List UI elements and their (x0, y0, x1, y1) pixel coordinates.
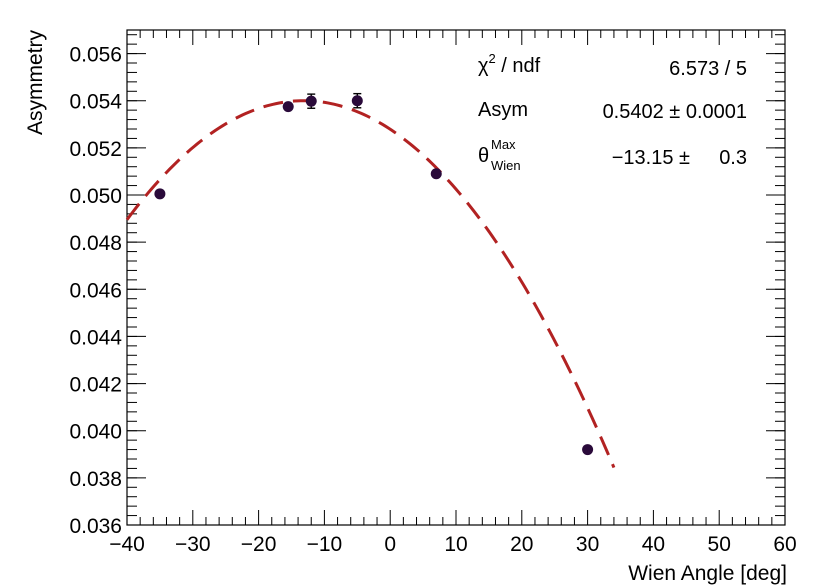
data-point (351, 95, 363, 107)
x-tick-label: 40 (642, 533, 665, 556)
stat-chi2-value: 6.573 / 5 (669, 58, 747, 80)
y-tick-label: 0.052 (69, 138, 122, 161)
data-point (282, 101, 294, 113)
y-axis-ticks: 0.036 0.038 0.040 0.042 0.044 0.046 0.048 0.050… (69, 34, 785, 538)
data-point (582, 444, 594, 456)
y-tick-label: 0.048 (69, 232, 122, 255)
y-tick-label: 0.050 (69, 185, 122, 208)
x-tick-label: −20 (241, 533, 277, 556)
stat-asym-label: Asym (478, 99, 528, 121)
y-tick-label: 0.042 (69, 374, 122, 397)
data-point (154, 188, 166, 200)
y-tick-label: 0.054 (69, 91, 122, 114)
x-tick-label: 30 (576, 533, 599, 556)
stat-theta-label: θ (478, 145, 489, 167)
x-tick-label: 60 (773, 533, 796, 556)
stats-box: χ2 / ndf 6.573 / 5 Asym 0.5402 ± 0.0001 … (478, 51, 747, 173)
x-axis-ticks: −40 −30 −20 −10 0 10 20 30 40 50 60 (109, 30, 797, 556)
x-tick-label: −40 (109, 533, 145, 556)
y-tick-label: 0.040 (69, 421, 122, 444)
y-tick-label: 0.046 (69, 279, 122, 302)
y-tick-label: 0.056 (69, 44, 122, 67)
x-tick-label: 50 (708, 533, 731, 556)
stat-theta-sub: Wien (491, 158, 521, 173)
data-point (305, 95, 317, 107)
x-tick-label: 20 (510, 533, 533, 556)
y-axis-title: Asymmetry (24, 30, 47, 136)
x-axis-title: Wien Angle [deg] (628, 562, 787, 585)
x-tick-label: −10 (307, 533, 343, 556)
y-tick-label: 0.036 (69, 515, 122, 538)
x-tick-label: 0 (384, 533, 396, 556)
x-tick-label: −30 (175, 533, 211, 556)
data-point (430, 168, 442, 180)
y-tick-label: 0.044 (69, 326, 122, 349)
stat-chi2-label: χ2 / ndf (478, 51, 541, 77)
data-points (154, 92, 594, 456)
y-tick-label: 0.038 (69, 468, 122, 491)
stat-theta-sup: Max (491, 137, 516, 152)
x-tick-label: 10 (444, 533, 467, 556)
stat-theta-error: 0.3 (719, 147, 747, 169)
fit-curve (125, 99, 616, 469)
stat-theta-value: −13.15 ± (612, 147, 690, 169)
stat-asym-value: 0.5402 ± 0.0001 (603, 101, 747, 123)
